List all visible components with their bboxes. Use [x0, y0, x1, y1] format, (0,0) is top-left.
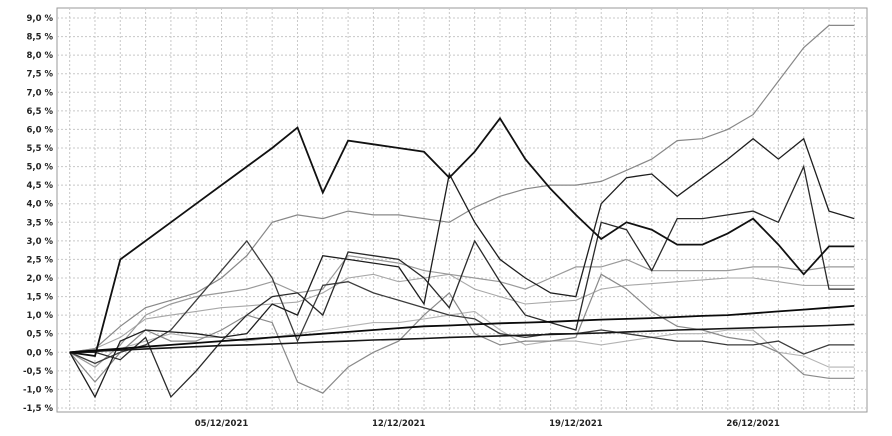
y-tick-label: -1,5 %: [23, 404, 54, 414]
y-tick-label: 3,5 %: [26, 218, 53, 228]
y-tick-label: 9,0 %: [26, 14, 53, 24]
series-line-3: [69, 164, 855, 399]
x-tick-label: 12/12/2021: [372, 419, 426, 429]
x-tick-label: 19/12/2021: [549, 419, 603, 429]
y-tick-label: 7,5 %: [26, 70, 53, 80]
y-tick-label: 1,5 %: [26, 293, 53, 303]
y-tick-label: 5,0 %: [26, 163, 53, 173]
y-tick-label: -0,5 %: [23, 367, 54, 377]
y-tick-label: 8,0 %: [26, 51, 53, 61]
series-line-5: [69, 24, 855, 353]
x-tick-label: 05/12/2021: [195, 419, 249, 429]
series-line-2: [69, 137, 855, 399]
y-tick-label: 2,0 %: [26, 274, 53, 284]
series-line-8: [69, 273, 855, 353]
y-tick-label: 3,0 %: [26, 237, 53, 247]
series-line-6: [69, 273, 855, 394]
plot-area: [56, 7, 868, 413]
y-tick-label: 4,5 %: [26, 181, 53, 191]
x-tick-label: 26/12/2021: [726, 419, 780, 429]
y-tick-label: 5,5 %: [26, 144, 53, 154]
y-tick-label: 8,5 %: [26, 33, 53, 43]
series-line-10: [69, 305, 855, 354]
y-tick-label: 2,5 %: [26, 255, 53, 265]
y-tick-label: 1,0 %: [26, 311, 53, 321]
x-axis-ticks: 05/12/2021 12/12/2021 19/12/2021 26/12/2021: [195, 419, 780, 429]
y-tick-label: 6,0 %: [26, 125, 53, 135]
y-tick-label: 0,5 %: [26, 330, 53, 340]
y-tick-label: 7,0 %: [26, 88, 53, 98]
y-tick-label: 6,5 %: [26, 107, 53, 117]
series-line-4: [69, 239, 855, 365]
y-axis-ticks: 9,0 % 8,5 % 8,0 % 7,5 % 7,0 % 6,5 % 6,0 % 5,5 %…: [23, 14, 54, 414]
series-line-1: [69, 116, 855, 358]
y-tick-label: 0,0 %: [26, 348, 53, 358]
y-tick-label: -1,0 %: [23, 385, 54, 395]
y-tick-label: 4,0 %: [26, 200, 53, 210]
series-line-11: [69, 323, 855, 354]
series-layer: [69, 24, 855, 399]
